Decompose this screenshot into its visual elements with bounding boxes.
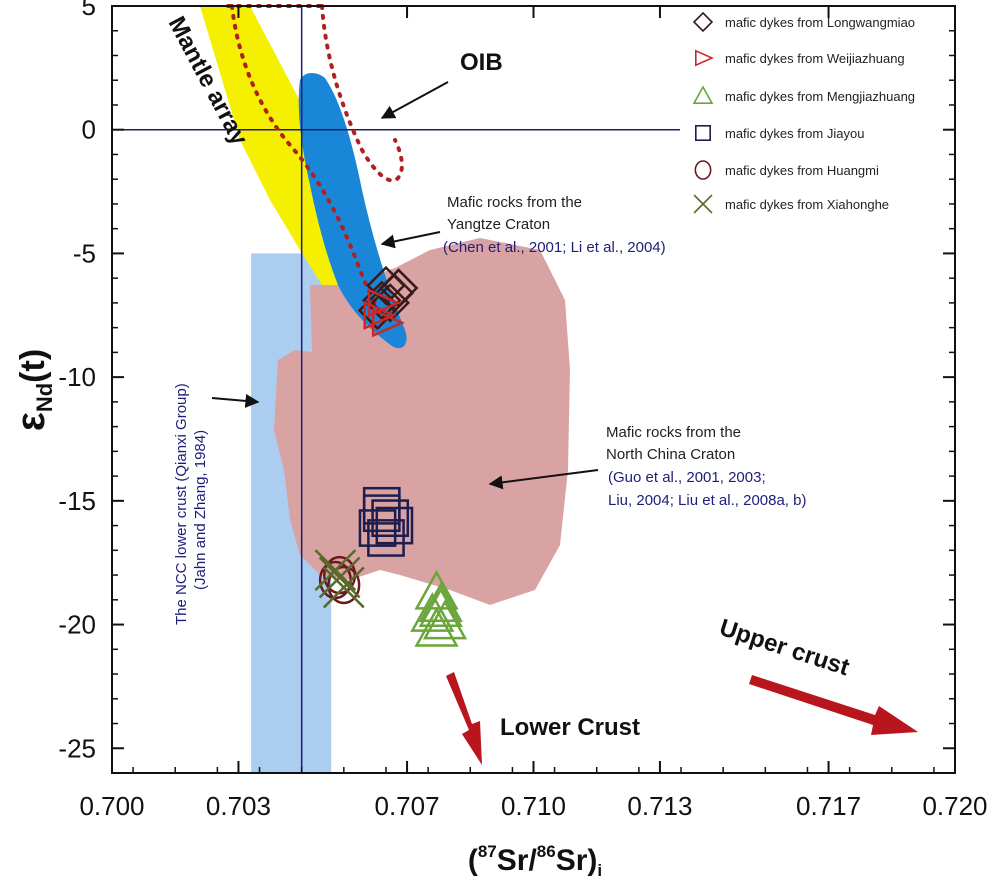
data-point	[327, 565, 361, 605]
ncc-label-line-1: Mafic rocks from the	[606, 424, 741, 441]
data-point	[371, 307, 406, 338]
y-tick-label: -20	[58, 610, 96, 640]
data-points	[314, 265, 468, 647]
ncc-lower-crust-arrow	[211, 393, 260, 408]
x-tick-label: 0.713	[627, 791, 692, 821]
legend-marker	[694, 160, 712, 180]
data-point	[375, 506, 414, 545]
x-axis-label: (87Sr/86Sr)i	[468, 842, 602, 880]
ncc-label-line-2: North China Craton	[606, 446, 735, 463]
y-tick-label: -15	[58, 486, 96, 516]
data-point	[371, 499, 410, 538]
ncc-lower-crust-label-2: (Jahn and Zhang, 1984)	[192, 430, 209, 590]
data-point	[414, 606, 459, 647]
legend-label: mafic dykes from Huangmi	[725, 163, 879, 178]
data-point	[418, 582, 463, 623]
data-point	[418, 587, 463, 627]
y-tick-label: -10	[58, 362, 96, 392]
data-point	[314, 549, 357, 592]
y-tick-labels: 5 0 -5 -10 -15 -20 -25	[58, 0, 96, 763]
legend-label: mafic dykes from Mengjiazhuang	[725, 89, 915, 104]
series-triangle-right	[363, 288, 406, 338]
lower-crust-label: Lower Crust	[500, 714, 640, 741]
y-tick-label: -5	[73, 238, 96, 268]
yangtze-label-line-1: Mafic rocks from the	[447, 194, 582, 211]
data-point	[410, 592, 455, 632]
yangtze-label-line-2: Yangtze Craton	[447, 216, 550, 233]
ncc-label-line-4: Liu, 2004; Liu et al., 2008a, b)	[608, 492, 806, 509]
series-x	[314, 549, 365, 609]
ncc-arrow	[488, 469, 599, 490]
x-tick-label: 0.707	[375, 791, 440, 821]
yangtze-arrow	[380, 231, 441, 249]
fields	[200, 6, 570, 773]
ncc-label-line-3: (Guo et al., 2001, 2003;	[608, 469, 766, 486]
oib-arrow	[380, 81, 449, 119]
ncc-lower-crust-label-1: The NCC lower crust (Qianxi Group)	[173, 383, 190, 625]
x-tick-label: 0.717	[796, 791, 861, 821]
series-square	[358, 486, 414, 557]
x-tick-label: 0.720	[922, 791, 987, 821]
lower-crust-arrow	[446, 672, 482, 765]
y-tick-label: 0	[82, 115, 96, 145]
data-point	[378, 268, 419, 308]
x-tick-labels: 0.700 0.703 0.707 0.710 0.713 0.717 0.720	[79, 791, 987, 821]
yangtze-craton-field	[298, 73, 407, 349]
series-triangle-up	[410, 569, 468, 647]
x-tick-label: 0.700	[79, 791, 144, 821]
legend-label: mafic dykes from Xiahonghe	[725, 197, 889, 212]
data-point	[362, 494, 401, 533]
y-tick-label: 5	[82, 0, 96, 21]
y-tick-label: -25	[58, 733, 96, 763]
x-tick-label: 0.710	[501, 791, 566, 821]
data-point	[422, 599, 468, 640]
legend-marker	[693, 194, 713, 214]
legend-marker	[692, 85, 714, 104]
data-point	[367, 288, 401, 318]
data-point	[363, 300, 397, 330]
legend-label: mafic dykes from Weijiazhuang	[725, 51, 905, 66]
oib-label: OIB	[460, 49, 503, 76]
yangtze-label-line-3: (Chen et al., 2001; Li et al., 2004)	[443, 239, 666, 256]
legend: mafic dykes from Longwangmiao mafic dykes…	[692, 11, 915, 214]
data-point	[370, 283, 410, 323]
legend-label: mafic dykes from Jiayou	[725, 126, 864, 141]
legend-label: mafic dykes from Longwangmiao	[725, 15, 915, 30]
upper-crust-label: Upper crust	[716, 614, 852, 681]
y-axis-label: εNd(t)	[9, 349, 57, 431]
axis-ticks	[111, 5, 956, 773]
legend-marker	[694, 49, 714, 67]
data-point	[318, 556, 361, 599]
x-tick-label: 0.703	[206, 791, 271, 821]
mantle-array-band	[200, 6, 340, 285]
upper-crust-arrow	[749, 675, 918, 735]
north-china-craton-field	[274, 238, 570, 605]
legend-marker	[694, 125, 711, 142]
data-point	[367, 519, 405, 557]
legend-marker	[692, 11, 714, 33]
